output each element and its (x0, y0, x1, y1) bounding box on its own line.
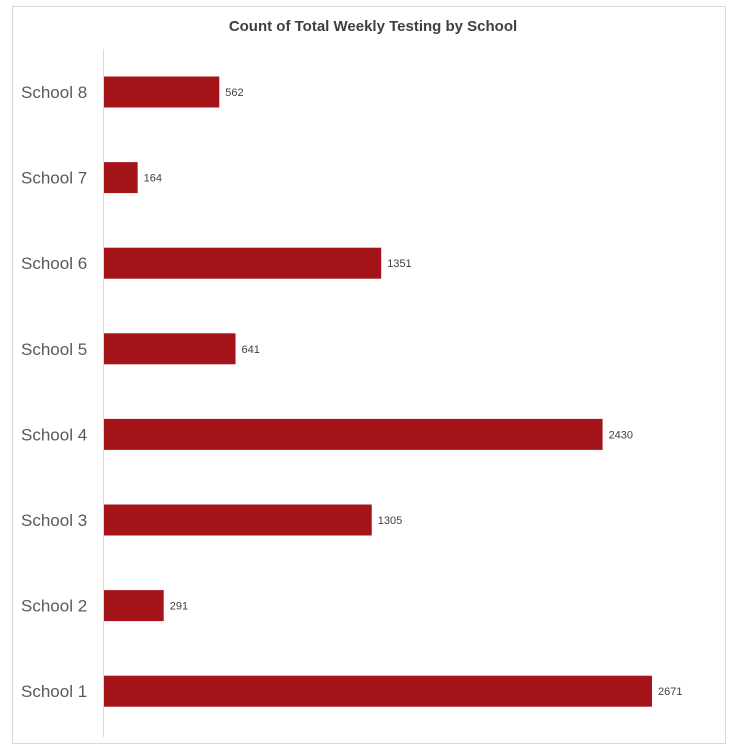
category-label: School 8 (21, 83, 87, 102)
data-label: 164 (144, 173, 162, 185)
data-label: 2671 (658, 686, 682, 698)
bar (104, 675, 653, 707)
bar (104, 76, 220, 108)
data-label: 1351 (387, 258, 411, 270)
category-label: School 6 (21, 254, 87, 273)
chart-frame: Count of Total Weekly Testing by School … (12, 6, 726, 744)
category-label: School 3 (21, 511, 87, 530)
data-label: 2430 (609, 429, 633, 441)
data-label: 641 (242, 344, 260, 356)
bar (104, 418, 603, 450)
category-label: School 1 (21, 682, 87, 701)
bar (104, 590, 164, 622)
bars-layer: School 8 562 School 7 164 School 6 1351 School… (21, 76, 682, 707)
bar-chart: Count of Total Weekly Testing by School … (21, 18, 682, 737)
bar (104, 504, 372, 536)
category-label: School 7 (21, 169, 87, 188)
bar (104, 162, 138, 194)
chart-title: Count of Total Weekly Testing by School (229, 18, 517, 35)
category-label: School 4 (21, 425, 87, 444)
data-label: 1305 (378, 515, 402, 527)
bar (104, 247, 382, 279)
bar (104, 333, 236, 365)
category-label: School 2 (21, 597, 87, 616)
category-label: School 5 (21, 340, 87, 359)
data-label: 562 (225, 87, 243, 99)
data-label: 291 (170, 601, 188, 613)
